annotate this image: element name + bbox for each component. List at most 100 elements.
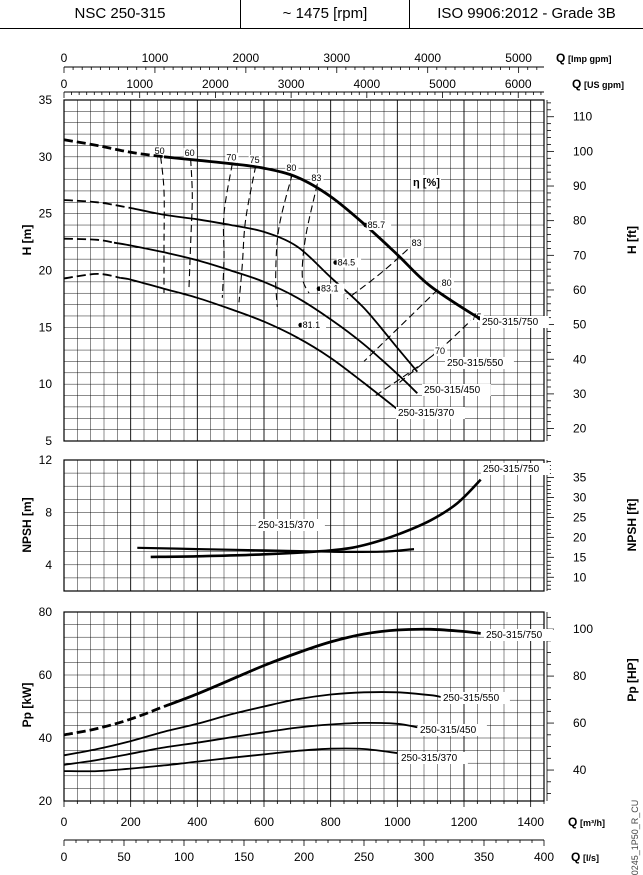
iso-efficiency-line <box>160 156 165 294</box>
iso-efficiency-label: 60 <box>185 148 195 158</box>
q-m3h-unit: [m³/h] <box>580 818 605 828</box>
header-bar: NSC 250-315 ~ 1475 [rpm] ISO 9906:2012 -… <box>0 0 643 30</box>
test-standard: ISO 9906:2012 - Grade 3B <box>437 5 616 22</box>
header-divider <box>240 0 241 28</box>
iso-efficiency-label-bg <box>410 238 424 249</box>
head-ft-label: 110 <box>573 110 592 124</box>
iso-efficiency-label-bg <box>248 154 262 165</box>
best-point-label: 83.1 <box>321 284 339 294</box>
q-ls-unit: [l/s] <box>583 853 599 863</box>
power-hp-label: 40 <box>573 763 587 777</box>
best-point-label-bg <box>336 257 362 268</box>
head-axis-title: H [m] <box>20 225 34 256</box>
imp-gpm-label: 4000 <box>414 51 441 65</box>
npsh-curve-label-bg <box>256 519 325 531</box>
head-tick-label: 20 <box>39 264 53 278</box>
iso-efficiency-label-bg <box>440 277 454 288</box>
head-curve <box>163 155 482 321</box>
head-ft-label: 70 <box>573 248 587 262</box>
iso-efficiency-label: 80 <box>286 163 296 173</box>
iso-efficiency-label: 50 <box>155 146 165 156</box>
power-curve <box>63 721 418 766</box>
head-curve-label-bg <box>396 407 465 419</box>
head-curve-label: 250-315/550 <box>447 358 504 369</box>
npsh-ft-label: 25 <box>573 510 587 524</box>
npsh-curve <box>137 546 415 554</box>
head-ft-label: 40 <box>573 352 587 366</box>
q-ls-label: 0 <box>61 850 68 864</box>
imp-gpm-label: 3000 <box>323 51 350 65</box>
power-curve-label: 250-315/370 <box>401 753 458 764</box>
iso-efficiency-line <box>301 183 318 294</box>
pump-model: NSC 250-315 <box>74 5 166 22</box>
npsh-tick-label: 4 <box>45 558 52 572</box>
iso-efficiency-line <box>275 173 293 307</box>
power-curve-label-bg <box>484 629 553 641</box>
power-curve <box>63 747 398 773</box>
q-m3h-label: 800 <box>321 815 341 829</box>
npsh-ft-label: 10 <box>573 570 587 584</box>
head-curve-label-bg <box>445 357 514 369</box>
power-curve-label: 250-315/550 <box>443 693 500 704</box>
q-m3h-label: 1400 <box>517 815 544 829</box>
head-curve-label: 250-315/370 <box>398 408 455 419</box>
pump-speed: ~ 1475 [rpm] <box>282 5 368 22</box>
head-curve-dashed <box>63 272 121 280</box>
q-m3h-label: 1000 <box>384 815 411 829</box>
power-curve-label-bg <box>399 752 468 764</box>
npsh-tick-label: 8 <box>45 505 52 519</box>
best-point-label: 81.1 <box>303 320 321 330</box>
q-m3h-label: 200 <box>121 815 141 829</box>
head-tick-label: 15 <box>39 320 53 334</box>
iso-efficiency-line <box>238 165 257 303</box>
power-hp-axis-title: Pp [HP] <box>625 658 639 701</box>
iso-efficiency-line <box>363 281 447 362</box>
us-gpm-label: 4000 <box>353 77 380 91</box>
iso-efficiency-label: 70 <box>435 346 445 356</box>
head-ft-label: 30 <box>573 387 587 401</box>
power-curve-label: 250-315/450 <box>420 725 477 736</box>
imp-gpm-label: 1000 <box>142 51 169 65</box>
head-ft-label: 100 <box>573 144 593 158</box>
npsh-ft-label: 30 <box>573 490 587 504</box>
best-point-label: 85.7 <box>368 220 386 230</box>
power-axis-title: Pp [kW] <box>20 683 34 728</box>
power-tick-label: 40 <box>39 731 53 745</box>
imp-gpm-label: 2000 <box>232 51 259 65</box>
power-hp-label: 100 <box>573 622 593 636</box>
best-point-label-bg <box>320 283 345 294</box>
imp-gpm-title: Q <box>556 51 565 65</box>
side-note: 8300245_1P50_R_CU <box>630 800 640 875</box>
head-ft-axis-title: H [ft] <box>625 226 639 254</box>
q-ls-label: 400 <box>534 850 554 864</box>
q-m3h-label: 600 <box>254 815 274 829</box>
us-gpm-label: 2000 <box>202 77 229 91</box>
iso-efficiency-label-bg <box>153 145 167 156</box>
iso-efficiency-label-bg <box>434 346 448 357</box>
head-curve-dashed <box>63 138 165 159</box>
head-curve-dashed <box>63 237 115 244</box>
head-curve-dashed <box>63 199 131 209</box>
npsh-ft-label: 15 <box>573 550 587 564</box>
npsh-ft-label: 35 <box>573 470 587 484</box>
head-tick-label: 25 <box>39 207 53 221</box>
head-curve-label-bg <box>480 316 549 328</box>
best-point-label-bg <box>301 320 327 331</box>
iso-efficiency-label: 83 <box>412 238 422 248</box>
iso-efficiency-label-bg <box>183 148 197 159</box>
power-curve-label-bg <box>441 692 510 704</box>
us-gpm-label: 1000 <box>126 77 153 91</box>
npsh-curve-label: 250-315/750 <box>483 464 540 475</box>
power-tick-label: 60 <box>39 668 53 682</box>
q-ls-label: 150 <box>234 850 254 864</box>
head-ft-label: 50 <box>573 318 587 332</box>
power-tick-label: 80 <box>39 605 53 619</box>
q-m3h-label: 400 <box>187 815 207 829</box>
npsh-curve <box>150 478 482 559</box>
us-gpm-unit: [US gpm] <box>584 80 624 90</box>
best-point-label: 84.5 <box>338 258 356 268</box>
best-point-label-bg <box>366 220 392 231</box>
head-ft-label: 90 <box>573 179 587 193</box>
us-gpm-label: 0 <box>61 77 68 91</box>
